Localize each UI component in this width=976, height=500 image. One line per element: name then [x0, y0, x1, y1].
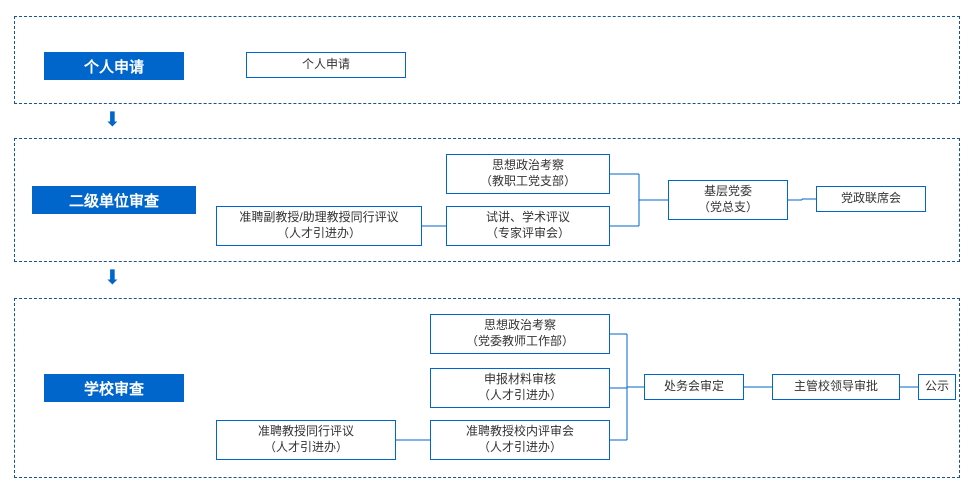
stage-label-s3: 学校审查: [44, 374, 184, 402]
node-s3n1: 准聘教授同行评议（人才引进办）: [216, 420, 396, 460]
node-text: 准聘教授同行评议: [258, 424, 354, 440]
node-text: 准聘教授校内评审会: [466, 424, 574, 440]
node-text: 基层党委: [704, 184, 752, 200]
node-s3n3: 申报材料审核（人才引进办）: [430, 368, 610, 408]
node-s3n5: 处务会审定: [644, 374, 744, 400]
node-s2n5: 党政联席会: [816, 186, 926, 212]
node-s2n1: 准聘副教授/助理教授同行评议（人才引进办）: [216, 206, 422, 246]
node-text: （党委教师工作部）: [466, 334, 574, 350]
node-text: （专家评审会）: [486, 226, 570, 242]
node-text: 个人申请: [302, 57, 350, 73]
node-text: （教职工党支部）: [480, 174, 576, 190]
node-s3n7: 公示: [918, 374, 956, 400]
node-text: （人才引进办）: [478, 440, 562, 456]
node-text: 思想政治考察: [492, 158, 564, 174]
node-text: （人才引进办）: [277, 226, 361, 242]
node-text: （人才引进办）: [478, 388, 562, 404]
node-text: 申报材料审核: [484, 372, 556, 388]
node-text: 思想政治考察: [484, 318, 556, 334]
node-text: 处务会审定: [664, 379, 724, 395]
node-s1n1: 个人申请: [246, 52, 406, 78]
node-text: 主管校领导审批: [794, 379, 878, 395]
node-text: 党政联席会: [841, 191, 901, 207]
stage-arrow-2: ⬇: [104, 268, 121, 288]
stage-label-s1: 个人申请: [44, 52, 184, 80]
node-text: （人才引进办）: [264, 440, 348, 456]
node-s3n6: 主管校领导审批: [772, 374, 900, 400]
node-s2n2: 思想政治考察（教职工党支部）: [446, 154, 610, 194]
stage-label-s2: 二级单位审查: [32, 186, 196, 214]
node-s2n3: 试讲、学术评议（专家评审会）: [446, 206, 610, 246]
node-s3n4: 准聘教授校内评审会（人才引进办）: [430, 420, 610, 460]
node-s2n4: 基层党委（党总支）: [668, 180, 788, 220]
node-text: 公示: [925, 379, 949, 395]
stage-arrow-1: ⬇: [104, 110, 121, 130]
node-text: （党总支）: [698, 200, 758, 216]
node-s3n2: 思想政治考察（党委教师工作部）: [430, 314, 610, 354]
node-text: 试讲、学术评议: [486, 210, 570, 226]
node-text: 准聘副教授/助理教授同行评议: [239, 210, 398, 226]
